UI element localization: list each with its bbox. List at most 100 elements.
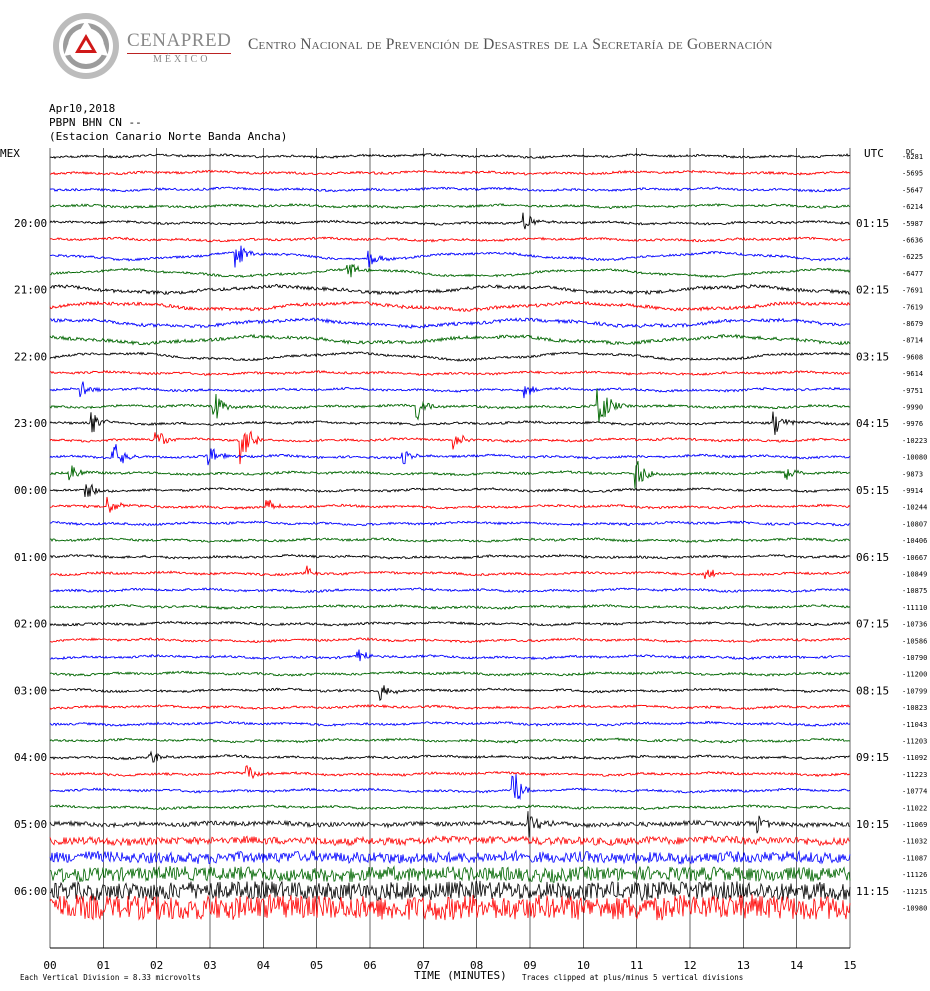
- brand: CENAPRED MÉXICO: [127, 30, 232, 65]
- dc-offset-14: -9751: [902, 387, 923, 395]
- dc-offset-18: -10080: [902, 454, 927, 462]
- trace-line-0: [49, 152, 851, 160]
- x-tick-09: 09: [523, 959, 536, 972]
- trace-line-24: [49, 553, 851, 560]
- dc-offset-8: -7691: [902, 287, 923, 295]
- dc-offset-22: -10807: [902, 520, 927, 528]
- dc-offset-43: -11126: [902, 871, 927, 879]
- trace-line-13: [49, 369, 851, 377]
- trace-line-30: [49, 649, 851, 662]
- trace-line-18: [49, 444, 851, 466]
- trace-line-16: [49, 411, 851, 435]
- dc-offset-2: -5647: [902, 186, 923, 194]
- dc-offset-45: -10980: [902, 905, 927, 913]
- dc-offset-36: -11092: [902, 754, 927, 762]
- dc-offset-10: -8679: [902, 320, 923, 328]
- left-axis-label: MEX: [0, 147, 20, 160]
- dc-offset-37: -11223: [902, 771, 927, 779]
- x-tick-05: 05: [310, 959, 323, 972]
- dc-offset-23: -10406: [902, 537, 927, 545]
- trace-line-40: [49, 811, 851, 838]
- dc-offset-27: -11110: [902, 604, 927, 612]
- dc-offset-32: -10799: [902, 687, 927, 695]
- x-tick-01: 01: [97, 959, 110, 972]
- trace-line-3: [50, 202, 851, 210]
- x-tick-11: 11: [630, 959, 643, 972]
- trace-line-26: [49, 587, 851, 594]
- dc-offset-42: -11087: [902, 854, 927, 862]
- x-tick-06: 06: [363, 959, 376, 972]
- right-hour-4: 05:15: [856, 484, 889, 497]
- trace-line-45: [49, 893, 851, 921]
- left-hour-1: 21:00: [14, 284, 47, 297]
- brand-name: CENAPRED: [127, 30, 232, 51]
- x-tick-13: 13: [737, 959, 750, 972]
- trace-line-36: [49, 750, 851, 763]
- trace-line-28: [49, 620, 851, 627]
- trace-group: [49, 152, 851, 921]
- trace-line-2: [49, 186, 851, 193]
- trace-line-11: [49, 333, 851, 346]
- left-hour-labels: 20:00 21:00 22:00 23:00 00:00 01:00 02:00 03:00…: [14, 217, 47, 898]
- dc-offset-6: -6225: [902, 253, 923, 261]
- right-hour-3: 04:15: [856, 417, 889, 430]
- right-hour-7: 08:15: [856, 684, 889, 697]
- left-hour-9: 05:00: [14, 818, 47, 831]
- dc-offset-41: -11032: [902, 838, 927, 846]
- trace-line-23: [49, 537, 850, 544]
- dc-offset-33: -10823: [902, 704, 927, 712]
- dc-offset-30: -10790: [902, 654, 927, 662]
- trace-line-37: [49, 765, 851, 780]
- trace-line-7: [49, 263, 851, 279]
- trace-line-29: [49, 636, 851, 644]
- dc-offset-35: -11203: [902, 738, 927, 746]
- dc-label: DC: [906, 148, 914, 156]
- dc-offset-20: -9914: [902, 487, 923, 495]
- left-hour-5: 01:00: [14, 551, 47, 564]
- trace-line-21: [49, 496, 851, 513]
- x-tick-10: 10: [577, 959, 590, 972]
- trace-line-31: [49, 670, 851, 677]
- trace-line-10: [50, 317, 851, 329]
- dc-offset-4: -5987: [902, 220, 923, 228]
- dc-offset-39: -11022: [902, 804, 927, 812]
- station-name: (Estacion Canario Norte Banda Ancha): [49, 130, 288, 143]
- dc-offset-26: -10875: [902, 587, 927, 595]
- dc-offset-28: -10736: [902, 621, 927, 629]
- left-hour-6: 02:00: [14, 618, 47, 631]
- dc-offset-16: -9976: [902, 420, 923, 428]
- trace-line-20: [49, 483, 851, 498]
- right-hour-2: 03:15: [856, 350, 889, 363]
- right-hour-10: 11:15: [856, 885, 889, 898]
- trace-line-8: [49, 283, 851, 296]
- dc-offset-5: -6636: [902, 237, 923, 245]
- trace-line-39: [49, 804, 851, 811]
- trace-line-9: [49, 300, 851, 313]
- x-tick-15: 15: [843, 959, 856, 972]
- x-tick-03: 03: [203, 959, 216, 972]
- dc-offset-44: -11215: [902, 888, 927, 896]
- dc-offset-34: -11043: [902, 721, 927, 729]
- dc-offset-labels: -6281 -5695 -5647 -6214 -5987 -6636 -6225 -6477…: [902, 153, 927, 913]
- dc-offset-17: -10223: [902, 437, 927, 445]
- trace-line-34: [49, 720, 851, 727]
- right-hour-0: 01:15: [856, 217, 889, 230]
- trace-line-17: [49, 430, 851, 465]
- trace-line-44: [49, 880, 851, 902]
- channel-code: PBPN BHN CN --: [49, 116, 142, 129]
- left-hour-2: 22:00: [14, 350, 47, 363]
- trace-line-27: [49, 603, 851, 611]
- x-tick-labels: 00 01 02 03 04 05 06 07 08 09 10 11 12 13 14 15: [43, 959, 856, 972]
- right-hour-6: 07:15: [856, 618, 889, 631]
- page-header: CENAPRED MÉXICO Centro Nacional de Preve…: [0, 0, 930, 95]
- trace-line-12: [49, 351, 851, 362]
- brand-divider: [127, 53, 231, 54]
- trace-line-25: [49, 565, 851, 580]
- cenapred-logo-icon: [53, 13, 119, 79]
- left-hour-7: 03:00: [14, 684, 47, 697]
- left-hour-3: 23:00: [14, 417, 47, 430]
- x-tick-12: 12: [683, 959, 696, 972]
- right-axis-label: UTC: [864, 147, 884, 160]
- x-axis-title: TIME (MINUTES): [414, 969, 507, 982]
